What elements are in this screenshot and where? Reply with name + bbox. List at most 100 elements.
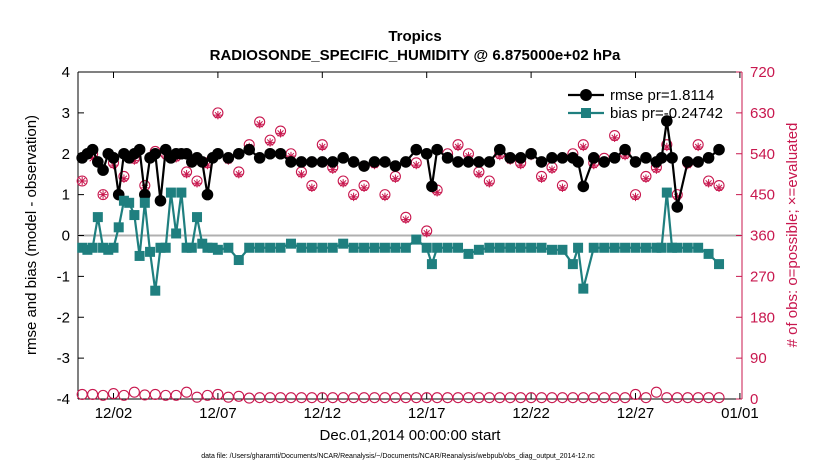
obs-evaluated-point — [704, 179, 713, 188]
bias-point — [400, 242, 411, 253]
bias-point — [661, 187, 672, 198]
rmse-point — [326, 156, 339, 168]
x-tick-label: 12/27 — [617, 405, 655, 422]
bias-point — [599, 242, 610, 253]
rmse-point — [196, 156, 209, 168]
bias-point — [192, 212, 203, 223]
bias-point — [113, 222, 124, 233]
x-axis-label: Dec.01,2014 00:00:00 start — [320, 427, 502, 444]
obs-possible-point — [598, 392, 610, 404]
obs-possible-point — [139, 389, 151, 401]
obs-evaluated-point — [391, 174, 400, 183]
bias-point — [285, 238, 296, 249]
obs-possible-point — [222, 391, 234, 403]
bias-point — [197, 238, 208, 249]
bias-point — [432, 242, 443, 253]
chart-subtitle: RADIOSONDE_SPECIFIC_HUMIDITY @ 6.875000e… — [210, 47, 621, 64]
obs-possible-point — [515, 392, 527, 404]
x-tick-label: 12/12 — [304, 405, 342, 422]
y-axis-label: rmse and bias (model - observation) — [23, 115, 40, 355]
y2-tick-label: 360 — [750, 228, 775, 245]
rmse-point — [295, 156, 308, 168]
obs-evaluated-point — [432, 188, 442, 197]
rmse-point — [139, 188, 151, 201]
obs-possible-point — [473, 392, 485, 404]
rmse-point — [358, 160, 370, 172]
rmse-point — [483, 156, 496, 168]
bias-point — [484, 242, 495, 253]
obs-possible-point — [400, 392, 412, 404]
bias-point — [526, 242, 537, 253]
bias-point — [233, 255, 244, 266]
bias-point — [588, 242, 599, 253]
obs-evaluated-point — [297, 169, 306, 179]
rmse-point — [504, 152, 517, 164]
obs-possible-point — [609, 392, 621, 404]
obs-evaluated-point — [265, 138, 275, 147]
obs-possible-point — [368, 392, 381, 404]
obs-possible-point — [243, 392, 255, 404]
obs-evaluated-point — [328, 165, 337, 174]
y2-tick-label: 720 — [750, 64, 775, 81]
legend-label: rmse pr=1.8114 — [610, 87, 714, 104]
rmse-point — [666, 152, 678, 164]
bias-point — [165, 187, 176, 198]
rmse-point — [232, 147, 245, 160]
rmse-point — [379, 156, 391, 168]
bias-point — [411, 234, 422, 245]
x-tick-label: 12/22 — [512, 405, 550, 422]
y2-axis-label: # of obs: o=possible; ×=evaluated — [784, 123, 801, 348]
bias-point — [223, 242, 234, 253]
obs-evaluated-point — [474, 169, 484, 179]
rmse-point — [133, 143, 146, 156]
y2-tick-label: 540 — [750, 146, 775, 163]
bias-point — [567, 259, 578, 270]
rmse-point — [306, 156, 318, 168]
obs-possible-point — [442, 392, 454, 404]
obs-possible-point — [577, 392, 589, 404]
rmse-point — [400, 156, 412, 168]
obs-possible-point — [713, 392, 725, 404]
obs-evaluated-point — [349, 192, 358, 202]
bias-point — [186, 242, 197, 253]
obs-evaluated-point — [464, 151, 473, 161]
bias-point — [150, 285, 161, 296]
y2-tick-label: 450 — [750, 187, 775, 204]
bias-point — [145, 246, 156, 257]
obs-evaluated-point — [662, 142, 672, 152]
obs-possible-point — [128, 386, 140, 398]
rmse-point — [97, 164, 109, 176]
bias-point — [327, 242, 338, 253]
y2-tick-label: 0 — [750, 391, 758, 408]
obs-evaluated-point — [203, 160, 212, 170]
bias-point — [103, 244, 114, 255]
rmse-point — [347, 156, 360, 168]
rmse-point — [546, 152, 558, 164]
obs-evaluated-point — [318, 142, 327, 152]
rmse-point — [243, 143, 256, 156]
bias-point — [630, 242, 641, 253]
bias-point — [265, 242, 276, 253]
obs-possible-point — [567, 392, 579, 404]
obs-evaluated-point — [641, 174, 651, 183]
rmse-point — [661, 115, 673, 127]
obs-evaluated-point — [495, 151, 504, 161]
obs-possible-point — [254, 392, 266, 404]
rmse-point — [149, 147, 162, 160]
rmse-point — [608, 152, 621, 164]
bias-point — [317, 242, 328, 253]
rmse-point — [86, 143, 99, 156]
obs-possible-point — [306, 392, 318, 404]
obs-evaluated-point — [380, 192, 390, 202]
bias-point — [379, 242, 390, 253]
rmse-point — [587, 152, 600, 164]
bias-point — [348, 242, 359, 253]
bias-point — [129, 210, 140, 221]
obs-possible-point — [107, 387, 120, 400]
bias-point — [714, 259, 725, 270]
y2-tick-label: 630 — [750, 105, 775, 122]
obs-evaluated-point — [307, 183, 317, 193]
obs-possible-point — [191, 391, 203, 403]
rmse-point — [316, 156, 329, 168]
